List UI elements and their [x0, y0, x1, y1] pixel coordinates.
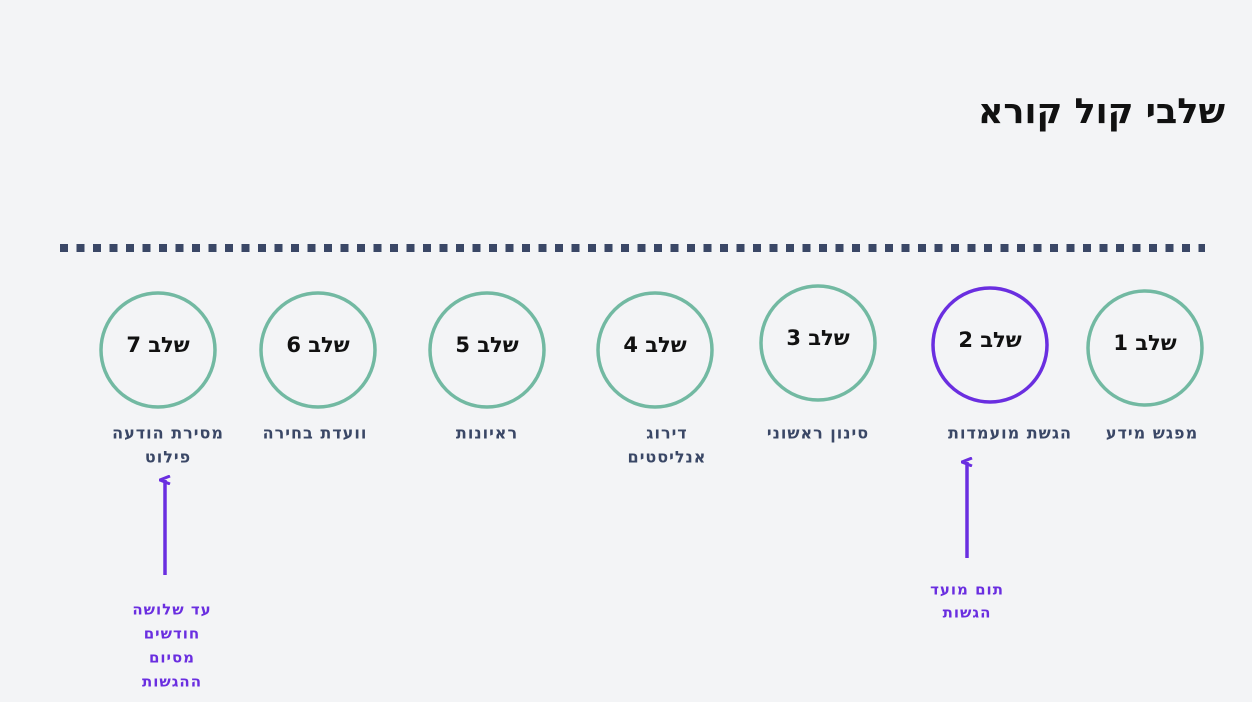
step-description: פילוט	[145, 448, 191, 467]
step-label: שלב 7	[126, 333, 189, 357]
annotation: ההגשות	[142, 673, 202, 691]
step-label: שלב 5	[455, 333, 518, 357]
step-label: שלב 2	[958, 328, 1021, 352]
step-circle	[428, 291, 546, 409]
step-circle	[259, 291, 377, 409]
step-circle	[759, 284, 877, 402]
step-description: סינון ראשוני	[767, 424, 869, 443]
step-description: וועדת בחירה	[263, 424, 368, 443]
title: שלבי קול קורא	[978, 92, 1225, 132]
step-description: מפגש מידע	[1106, 424, 1198, 443]
annotation: הגשות	[943, 604, 992, 622]
step-label: שלב 3	[786, 326, 849, 350]
step-label: שלב 4	[623, 333, 686, 357]
step-description: הגשת מועמדות	[948, 424, 1072, 443]
step-circle	[1086, 289, 1204, 407]
step-description: ראיונות	[456, 424, 518, 443]
annotation: תום מועד	[930, 581, 1004, 599]
step-description: דירוג	[646, 424, 687, 443]
step-circle	[99, 291, 217, 409]
step-label: שלב 1	[1113, 331, 1176, 355]
step-description: מסירת הודעה	[112, 424, 224, 443]
annotation: עד שלושה	[132, 601, 211, 619]
step-circle	[931, 286, 1049, 404]
annotation: מסיום	[149, 649, 195, 667]
annotation: חודשים	[144, 625, 201, 643]
step-circle	[596, 291, 714, 409]
step-description: אנליסטים	[628, 448, 707, 467]
step-label: שלב 6	[286, 333, 349, 357]
